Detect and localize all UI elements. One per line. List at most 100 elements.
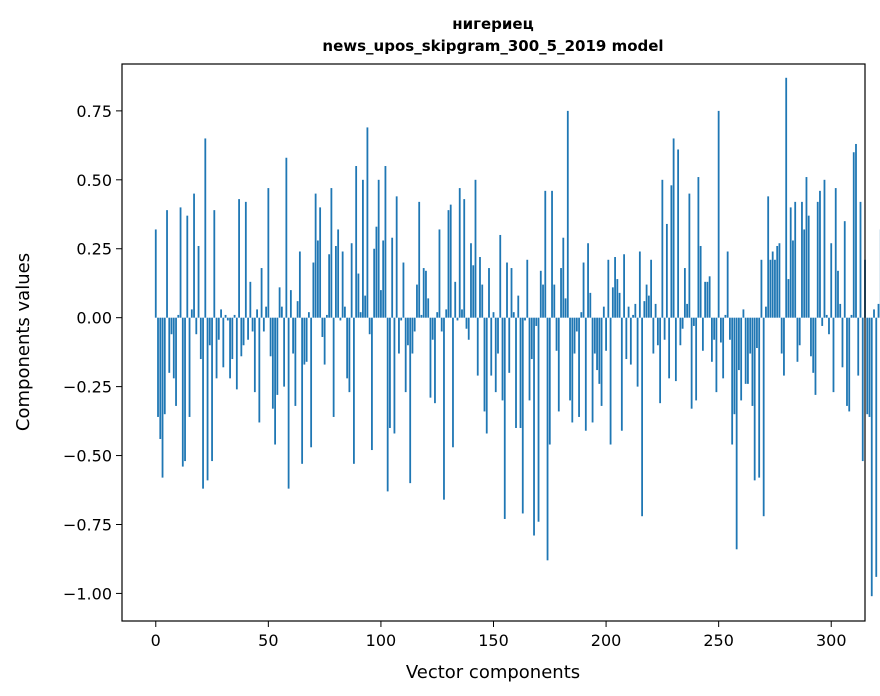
bar-113 (409, 317, 412, 484)
bar-156 (506, 262, 508, 318)
bar-17 (193, 193, 195, 318)
bar-138 (465, 317, 468, 329)
bar-188 (578, 317, 580, 417)
bar-198 (600, 317, 603, 406)
bar-6 (168, 317, 171, 373)
bar-275 (774, 259, 776, 318)
bar-56 (280, 306, 283, 318)
bar-20 (199, 317, 202, 360)
bar-104 (389, 317, 391, 428)
bar-35 (233, 314, 236, 318)
bar-288 (803, 229, 806, 318)
bar-319 (873, 309, 875, 318)
bar-30 (222, 317, 225, 368)
bar-33 (229, 317, 231, 379)
bar-320 (875, 317, 878, 577)
bar-298 (825, 314, 828, 318)
y-tick-label: 0.50 (76, 171, 112, 190)
bar-262 (744, 317, 747, 384)
bar-174 (546, 317, 549, 561)
bar-139 (467, 317, 470, 340)
bar-264 (749, 317, 752, 354)
bar-81 (337, 229, 340, 318)
bar-191 (584, 317, 587, 431)
bar-24 (208, 317, 211, 346)
bar-271 (765, 306, 767, 318)
y-axis-label: Components values (13, 253, 34, 431)
bar-256 (731, 317, 734, 445)
bar-187 (575, 317, 578, 332)
bar-237 (688, 193, 691, 318)
bar-284 (794, 201, 797, 318)
bar-255 (729, 317, 731, 340)
bar-177 (553, 284, 556, 318)
bar-247 (711, 317, 713, 362)
bar-121 (427, 298, 430, 318)
bar-321 (877, 303, 880, 318)
bar-51 (269, 317, 272, 357)
bar-249 (715, 317, 718, 393)
bar-207 (620, 317, 623, 431)
bar-265 (751, 317, 754, 406)
bar-120 (425, 270, 427, 318)
bar-44 (253, 317, 256, 393)
bar-280 (785, 77, 788, 318)
bar-157 (508, 317, 511, 373)
bar-194 (591, 317, 594, 423)
bar-242 (699, 245, 702, 318)
bar-212 (632, 314, 634, 318)
bar-77 (328, 254, 331, 318)
bar-126 (438, 229, 441, 318)
x-axis-label: Vector components (406, 662, 580, 683)
bar-94 (366, 127, 369, 318)
bar-124 (434, 317, 436, 404)
bar-22 (204, 138, 207, 318)
bar-128 (443, 317, 445, 500)
bar-32 (226, 317, 229, 321)
bar-254 (726, 251, 729, 318)
bar-114 (411, 317, 414, 354)
bar-309 (850, 314, 853, 318)
bar-229 (670, 185, 673, 318)
bar-263 (747, 317, 749, 384)
bar-84 (344, 306, 346, 318)
bar-246 (708, 276, 711, 318)
bar-86 (348, 317, 351, 393)
bar-25 (211, 317, 213, 462)
bar-106 (393, 317, 396, 434)
bar-23 (206, 317, 209, 481)
bar-250 (717, 110, 720, 318)
y-tick-label: −0.25 (63, 378, 112, 397)
bar-66 (303, 317, 306, 365)
x-axis-ticks: 0 50 100 150 200 250 300 (151, 621, 847, 650)
bar-209 (625, 317, 628, 360)
bar-238 (690, 317, 693, 409)
bar-16 (190, 309, 193, 318)
bar-2 (159, 317, 162, 440)
bar-155 (503, 317, 506, 519)
bar-28 (217, 317, 220, 340)
bar-268 (758, 317, 761, 478)
bar-270 (762, 317, 765, 517)
bar-88 (353, 317, 355, 464)
bar-100 (380, 290, 382, 318)
bar-293 (814, 317, 817, 395)
bar-15 (188, 317, 191, 417)
bar-101 (382, 240, 385, 318)
bar-282 (789, 207, 792, 318)
bar-116 (416, 284, 418, 318)
bar-119 (422, 268, 425, 318)
bar-199 (602, 306, 605, 318)
bar-12 (181, 317, 184, 467)
bar-87 (350, 243, 353, 318)
bar-316 (866, 317, 869, 415)
bar-150 (492, 312, 495, 318)
bar-181 (562, 237, 565, 318)
plot-frame (121, 63, 866, 622)
bar-43 (251, 317, 254, 332)
bar-122 (429, 317, 432, 398)
bar-58 (285, 157, 288, 318)
bar-276 (776, 245, 779, 318)
bar-225 (661, 179, 664, 318)
bar-253 (724, 314, 727, 318)
